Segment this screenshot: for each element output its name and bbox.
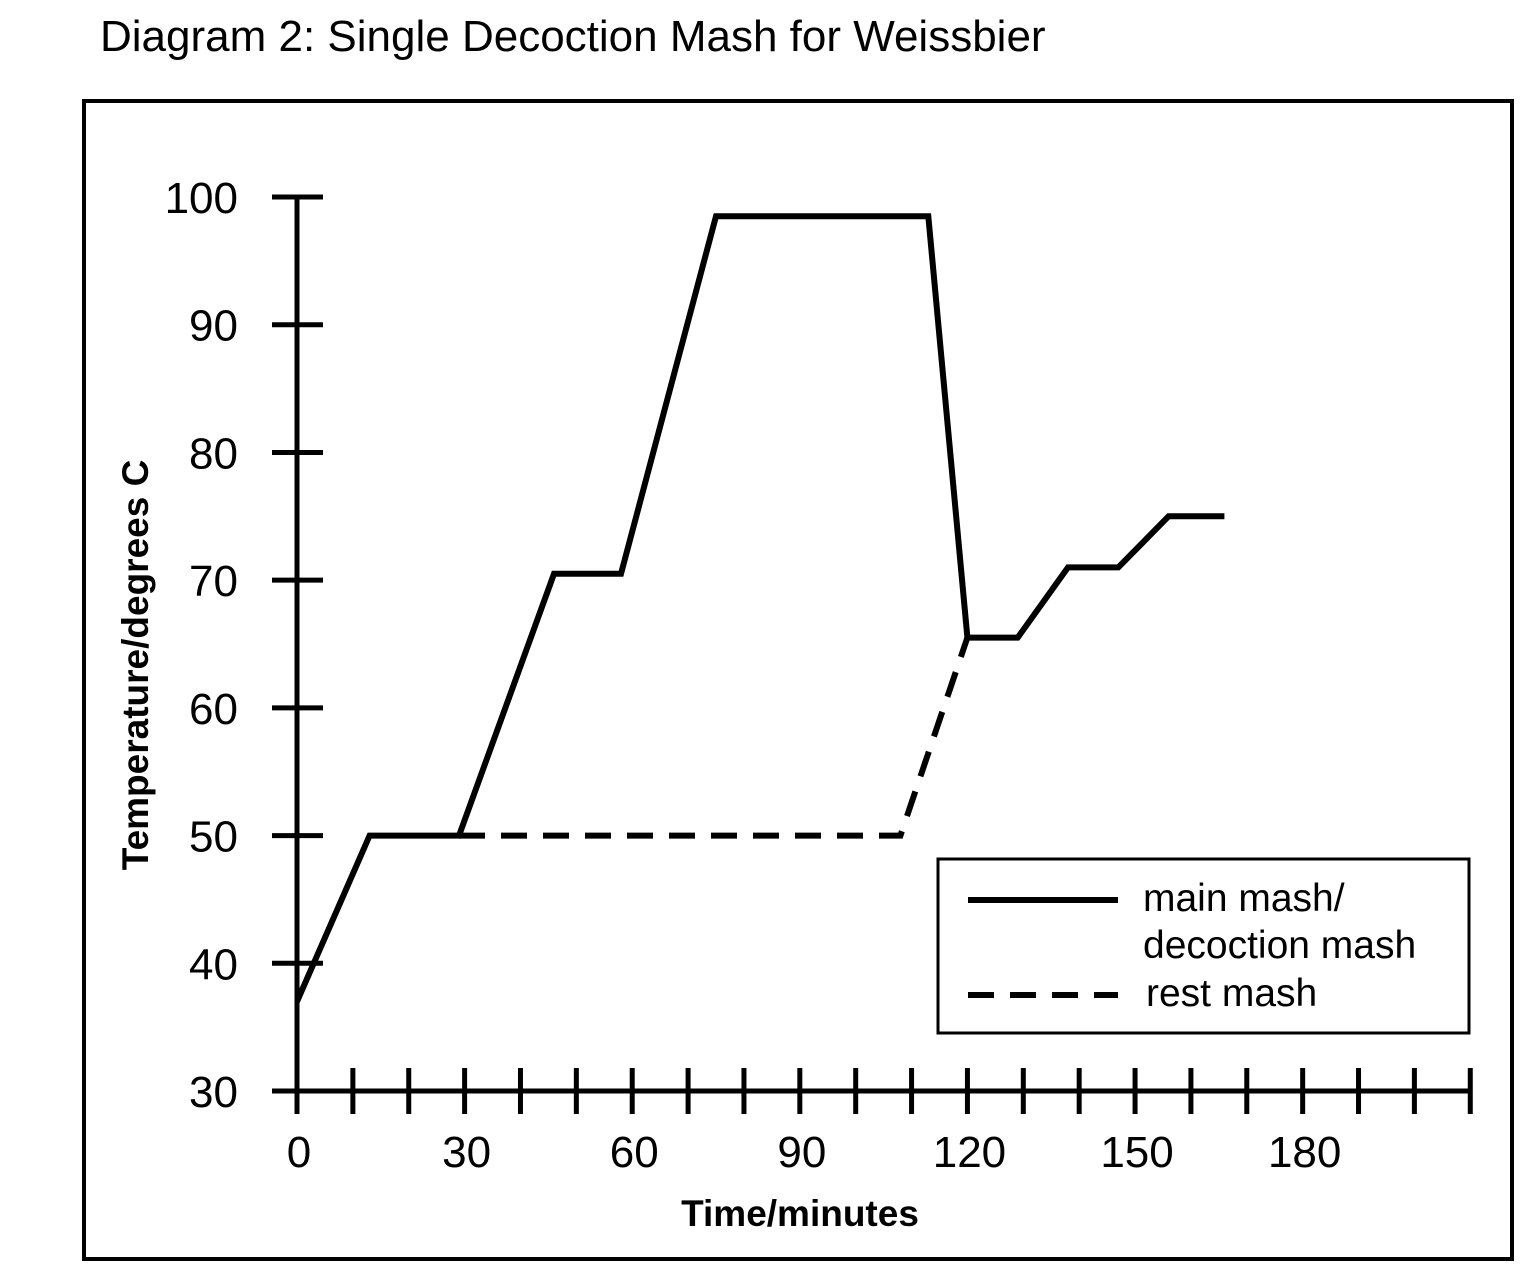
y-axis-title: Temperature/degrees C <box>115 460 156 871</box>
x-tick-label: 180 <box>1268 1128 1341 1177</box>
x-tick-label: 150 <box>1100 1128 1173 1177</box>
legend-label-rest-mash: rest mash <box>1146 972 1317 1015</box>
y-tick-label: 100 <box>165 174 238 223</box>
x-tick-label: 90 <box>777 1128 826 1177</box>
x-tick-label: 120 <box>933 1128 1006 1177</box>
legend: main mash/ decoction mash rest mash <box>936 857 1471 1035</box>
y-tick-label: 60 <box>189 685 238 734</box>
x-tick-label: 60 <box>610 1128 659 1177</box>
y-tick-label: 90 <box>189 302 238 351</box>
y-tick-label: 80 <box>189 429 238 478</box>
y-tick-label: 50 <box>189 813 238 862</box>
x-axis-title: Time/minutes <box>681 1193 919 1234</box>
x-tick-label: 0 <box>287 1128 311 1177</box>
x-ticks: 0 30 60 90 120 150 180 <box>287 1068 1473 1177</box>
x-tick-label: 30 <box>442 1128 491 1177</box>
y-tick-label: 30 <box>189 1068 238 1117</box>
chart-title: Diagram 2: Single Decoction Mash for Wei… <box>100 12 1046 61</box>
legend-label-main-mash-line2: decoction mash <box>1143 924 1416 967</box>
y-tick-label: 70 <box>189 557 238 606</box>
chart-frame <box>82 99 1514 1261</box>
series-line-rest-mash <box>459 636 971 839</box>
series-layer <box>294 213 1225 1003</box>
y-tick-label: 40 <box>189 940 238 989</box>
legend-box <box>936 857 1471 1035</box>
legend-label-main-mash-line1: main mash/ <box>1143 877 1345 920</box>
